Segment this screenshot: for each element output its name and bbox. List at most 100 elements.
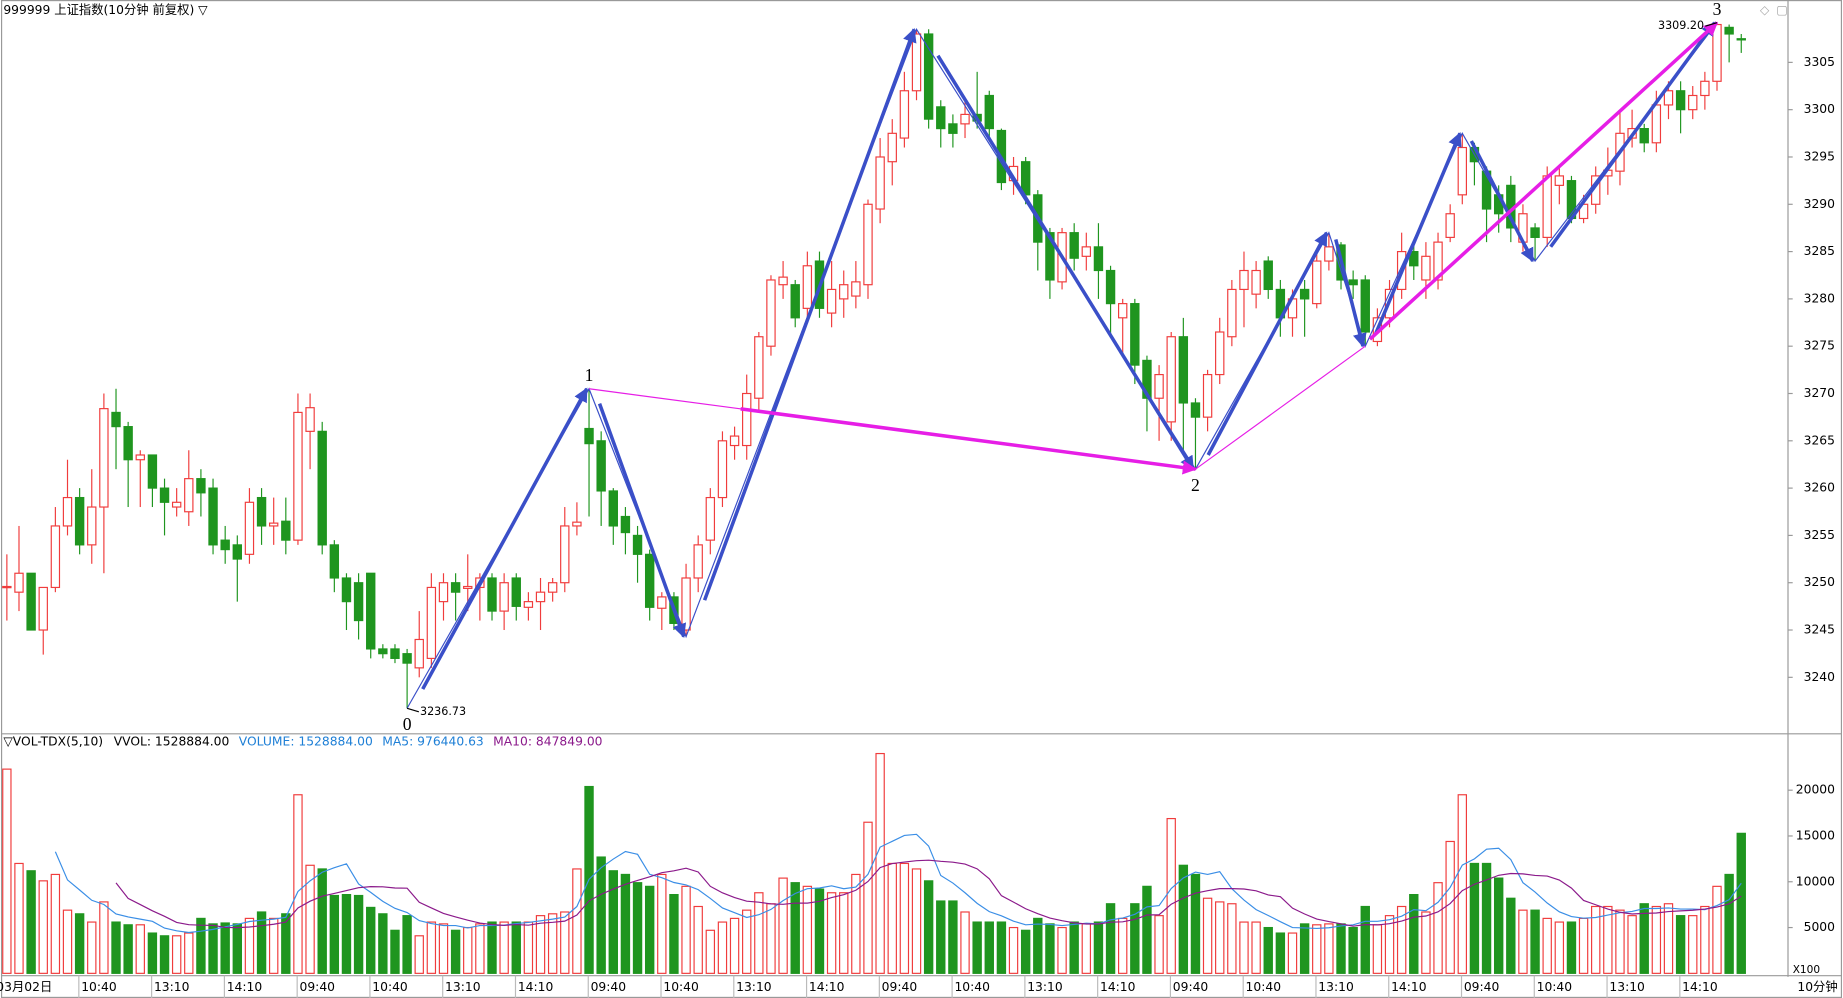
candle-body	[1263, 260, 1273, 291]
volume-bar	[87, 921, 97, 974]
volume-bar	[620, 873, 631, 974]
wave-arrow	[1206, 231, 1329, 456]
volume-bar	[256, 911, 267, 974]
candle-body	[911, 33, 922, 92]
volume-bar	[1118, 917, 1128, 974]
x-tick-label: 14:10	[1391, 980, 1427, 994]
volume-bar	[1700, 905, 1710, 974]
x-tick-label: 13:10	[445, 980, 481, 994]
candle-body	[899, 90, 910, 139]
volume-bar	[1639, 903, 1649, 974]
window-icon[interactable]: ▢	[1776, 3, 1788, 17]
candle-body	[1069, 232, 1079, 259]
volume-bar	[669, 893, 679, 974]
volume-bar	[414, 935, 424, 974]
candle-body	[717, 440, 728, 499]
volume-bar	[1045, 923, 1055, 974]
y-tick-label: 3265	[1804, 433, 1835, 447]
candle-body	[281, 520, 291, 541]
readout: MA10: 847849.00	[493, 735, 603, 749]
candle-body	[438, 582, 449, 603]
candle-body	[547, 582, 558, 593]
volume-bar	[1215, 901, 1225, 974]
candle-body	[1202, 373, 1213, 418]
trend-arrow	[1368, 21, 1719, 341]
volume-bar	[402, 915, 412, 974]
candle-body	[450, 582, 461, 593]
candle-body	[923, 33, 934, 120]
volume-bar	[1409, 893, 1419, 974]
volume-bar	[1591, 905, 1601, 974]
volume-bar	[535, 915, 546, 974]
volume-bar	[1518, 909, 1528, 974]
candle-body	[1239, 269, 1249, 291]
candle-body	[584, 427, 594, 445]
volume-bar	[1008, 926, 1019, 974]
candle-body	[268, 522, 279, 527]
volume-bar	[475, 923, 485, 974]
volume-bar	[1433, 882, 1443, 974]
candle-body	[1651, 104, 1662, 144]
window-icon[interactable]: ◇	[1760, 3, 1770, 17]
candle-body	[1251, 269, 1261, 295]
volume-bar	[960, 911, 970, 974]
candle-body	[1227, 288, 1237, 338]
volume-bar	[802, 885, 813, 974]
volume-bar	[1154, 915, 1164, 974]
volume-bar	[1081, 923, 1092, 974]
volume-bar	[608, 870, 618, 974]
volume-bar	[353, 894, 364, 974]
candle-body	[38, 586, 48, 631]
volume-bar	[147, 932, 158, 974]
candle-body	[790, 284, 800, 319]
candle-body	[936, 106, 946, 130]
value-label: 3236.73	[420, 705, 466, 718]
y-tick-label: 3295	[1804, 149, 1835, 163]
volume-bar	[1615, 909, 1625, 974]
volume-bar	[1360, 905, 1370, 974]
candle-body	[1409, 251, 1419, 267]
volume-bar	[232, 923, 243, 974]
volume-bar	[948, 900, 958, 974]
volume-bar	[851, 873, 861, 974]
candle-body	[572, 521, 582, 527]
volume-bar	[1469, 862, 1480, 974]
candle-body	[426, 586, 437, 659]
volume-bar	[705, 929, 716, 974]
volume-bar	[1554, 921, 1565, 974]
volume-bar	[899, 862, 910, 974]
volume-bar	[208, 923, 218, 974]
candle-body	[863, 203, 873, 286]
wave-arrow	[1374, 132, 1462, 335]
candle-body	[1712, 23, 1722, 82]
wave-label: 2	[1191, 475, 1200, 495]
x-tick-label: 09:40	[882, 980, 918, 994]
candle-body	[560, 525, 570, 584]
candle-body	[1675, 90, 1686, 111]
volume-bar	[814, 888, 825, 974]
x-tick-label: 14:10	[227, 980, 263, 994]
y-tick-label: 3250	[1804, 575, 1836, 589]
volume-bar	[1724, 873, 1734, 974]
candle-body	[87, 506, 97, 546]
volume-bar	[1312, 924, 1322, 974]
volume-bar	[463, 926, 473, 974]
readout: MA5: 976440.63	[382, 735, 484, 749]
volume-bar	[14, 862, 24, 974]
value-label-leader	[406, 707, 420, 713]
readout: VOLUME: 1528884.00	[239, 735, 373, 749]
volume-bar	[1421, 911, 1431, 974]
wave-arrow	[1469, 140, 1535, 263]
candle-body	[1421, 255, 1431, 281]
candle-body	[960, 113, 970, 125]
volume-bar	[26, 870, 36, 974]
volume-bar	[1093, 921, 1104, 974]
candle-body	[523, 601, 534, 608]
x-tick-label: 10:40	[372, 980, 408, 994]
volume-bar	[1506, 897, 1516, 974]
candle-body	[705, 496, 716, 541]
wave-arrow	[1334, 239, 1367, 348]
volume-bar	[1166, 817, 1176, 974]
x-tick-label: 13:10	[154, 980, 190, 994]
